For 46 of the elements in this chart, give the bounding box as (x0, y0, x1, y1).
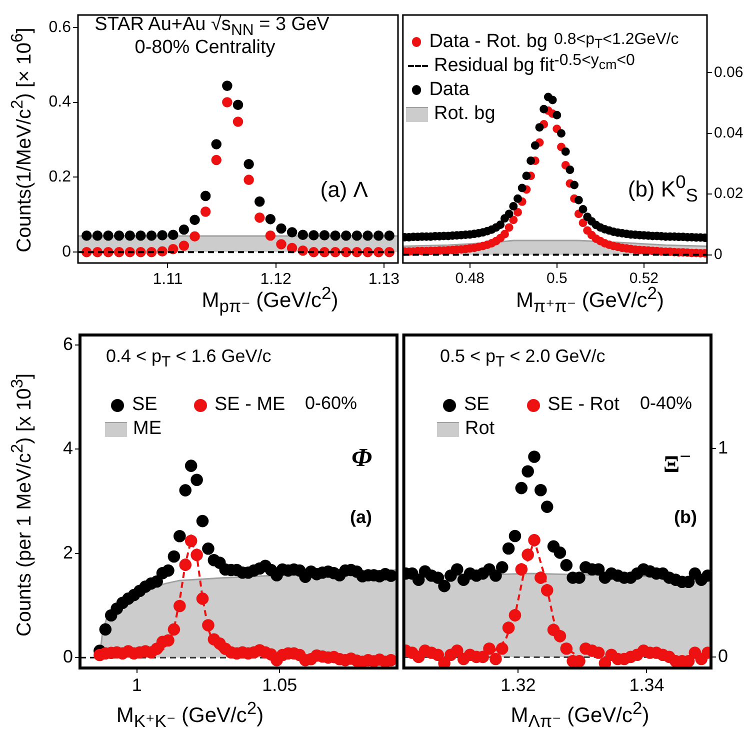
annotation: -0.5<y$_{cm}$<0 (554, 52, 635, 73)
annotation: 0.4 < p$_{T}$ < 1.6 GeV/c (106, 346, 272, 372)
y-tick-label: 0.2 (48, 168, 72, 186)
y2-tick-label: 1 (718, 437, 728, 458)
annotation: 0-40% (640, 393, 692, 414)
legend-label: SE (132, 394, 158, 416)
legend-label: Data (429, 79, 470, 101)
x-tick-label: 0.48 (455, 270, 484, 288)
legend-label: SE - ME (214, 394, 286, 416)
annotation: Ξ$^{−}$ (663, 446, 691, 478)
legend-label: Residual bg fit (434, 55, 554, 77)
annotation: STAR Au+Au √s$_{NN}$ = 3 GeV (94, 14, 330, 39)
y2-tick-label: 0 (718, 646, 728, 666)
annotation: 0-60% (305, 393, 358, 414)
y2-tick-label: 0 (714, 246, 722, 263)
y-tick-label: 0 (62, 244, 72, 261)
y2-tick-label: 0.02 (714, 185, 744, 202)
x-axis-title: M$_{Λπ⁻}$ (GeV/c$^{2}$) (510, 698, 650, 729)
x-axis-title: M$_{K⁺K⁻}$ (GeV/c$^{2}$) (116, 698, 264, 729)
x-tick-label: 1.34 (629, 674, 664, 695)
legend-label: Rot. bg (434, 103, 496, 125)
y-tick-label: 6 (62, 334, 73, 354)
annotation: (b) (674, 507, 697, 528)
annotation: 0.8<p$_{T}$<1.2GeV/c (554, 31, 679, 52)
y-tick-label: 0.4 (48, 94, 72, 111)
legend-label: SE (464, 394, 490, 416)
legend-label: Rot (465, 418, 495, 440)
y-tick-label: 0 (62, 646, 73, 667)
x-tick-label: 1.13 (368, 271, 400, 288)
legend-label: SE - Rot (548, 394, 620, 416)
y-tick-label: 2 (62, 542, 73, 562)
y-tick-label: 0.6 (48, 18, 72, 36)
annotation: (a) (350, 507, 372, 528)
x-tick-label: 1.11 (152, 271, 183, 288)
annotation: 0-80% Centrality (134, 37, 276, 59)
annotation: 0.5 < p$_{T}$ < 2.0 GeV/c (440, 346, 606, 372)
x-tick-label: 1.32 (500, 674, 536, 695)
annotation: Φ (351, 443, 372, 473)
y2-tick-label: 0.06 (714, 64, 744, 81)
annotation: (a) Λ (320, 177, 368, 202)
y2-tick-label: 0.04 (714, 124, 744, 142)
legend-label: Data - Rot. bg (429, 31, 548, 53)
y-tick-label: 4 (62, 438, 73, 458)
legend-label: ME (133, 418, 162, 440)
x-tick-label: 1 (132, 674, 142, 695)
x-tick-label: 1.05 (262, 674, 298, 695)
